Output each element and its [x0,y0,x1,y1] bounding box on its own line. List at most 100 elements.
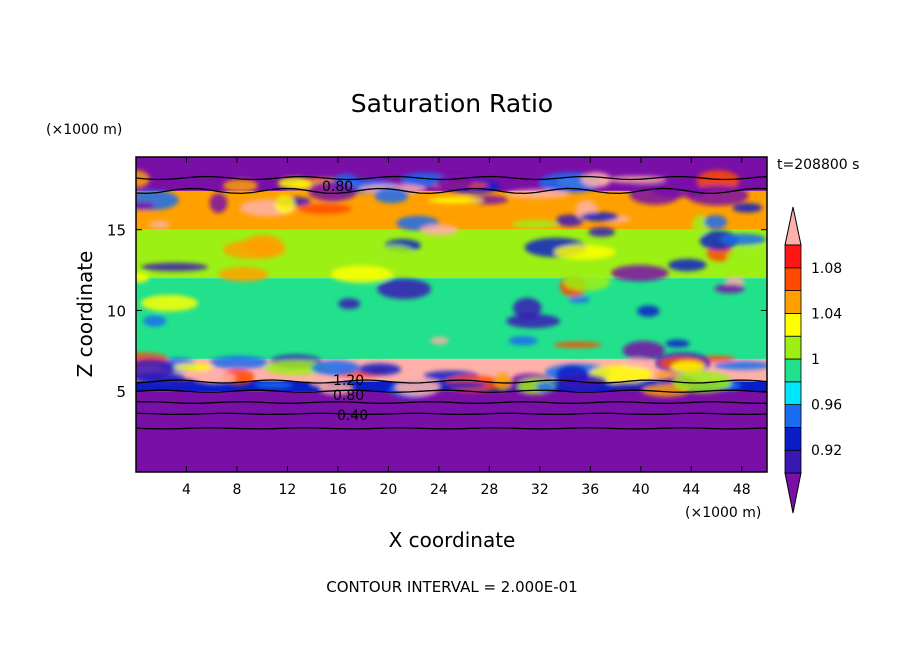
field-patch [436,173,473,191]
saturation-field [136,157,767,472]
field-patch [374,187,409,204]
field-patch [435,381,487,389]
colorbar-box-6 [784,312,802,337]
colorbar-tick-label: 1 [811,352,820,368]
field-patch [297,203,352,215]
field-patch [629,183,681,205]
colorbar-box-2 [784,404,802,428]
contour-line-4 [136,401,767,404]
field-patch [670,360,705,374]
x-tick-label: 40 [632,482,650,498]
colorbar-tick-label: 0.96 [811,398,842,414]
contour-lines [136,175,767,430]
contour-line-5 [136,412,767,416]
y-unit-label: (×1000 m) [46,122,122,138]
field-band-4 [136,278,767,359]
x-axis-title: X coordinate [389,528,516,552]
field-patch [277,177,312,190]
colorbar-box-7 [784,290,802,314]
field-patch [668,258,707,272]
field-patch [714,361,767,370]
field-patch [665,339,690,348]
field-patch [692,214,709,236]
field-patch [209,355,269,370]
field-patch [508,335,538,346]
colorbar-box-0 [784,449,802,474]
contour-label-upper-080: 0.80 [322,179,353,195]
field-patch [358,363,402,376]
field-patch [636,305,660,317]
field-patch [173,363,214,371]
colorbar-box-9 [784,244,802,269]
field-patch [136,272,150,283]
y-axis-ticks: 5 10 15 [107,222,767,401]
field-patch [140,294,198,312]
field-patch [611,265,669,282]
field-patch [726,246,767,268]
field-patch [554,244,616,260]
field-patch [494,373,512,391]
field-patch [513,297,542,319]
field-patch [622,340,665,361]
field-patch [136,358,176,379]
field-patch [274,194,295,214]
field-patch [624,358,653,368]
chart-title: Saturation Ratio [351,89,553,118]
colorbar: 0.92 0.96 1 1.04 1.08 [784,206,842,514]
field-patch [563,272,611,292]
field-patch [311,360,361,376]
colorbar-tick-label: 1.04 [811,306,842,322]
y-axis-title: Z coordinate [73,251,97,378]
field-patch [428,197,484,204]
colorbar-box-8 [784,267,802,291]
contour-label-120: 1.20 [333,373,364,389]
field-patch [143,315,167,327]
x-unit-label: (×1000 m) [685,505,761,521]
x-tick-label: 28 [480,482,498,498]
field-patch [511,219,559,229]
field-patch [222,179,258,193]
contour-labels: 0.80 1.20 0.80 0.40 [322,179,368,424]
x-tick-label: 36 [581,482,599,498]
field-patch [420,224,459,236]
y-tick-label: 15 [107,222,126,240]
x-tick-label: 48 [733,482,751,498]
field-patch [264,360,330,376]
contour-line-0 [136,175,767,181]
field-patch [720,233,767,246]
field-patch [553,341,602,348]
field-patch [338,298,361,310]
field-patch [696,170,740,191]
field-patch [141,262,208,272]
x-tick-label: 12 [279,482,297,498]
contour-line-3 [136,389,767,393]
field-patch [136,202,155,211]
x-tick-label: 4 [182,482,191,498]
y-tick-label: 10 [107,302,126,320]
field-patch [732,202,763,213]
contour-line-2 [136,379,767,384]
x-axis-ticks: 4 8 12 16 20 24 28 32 36 40 44 48 [182,157,751,498]
field-patch [568,296,590,304]
contour-label-040: 0.40 [337,408,368,424]
field-patch [580,212,619,222]
field-patch [506,314,561,329]
field-patch [430,336,449,345]
field-patch [370,245,416,263]
contour-line-1 [136,187,767,195]
x-tick-label: 20 [379,482,397,498]
x-tick-label: 24 [430,482,448,498]
colorbar-tick-label: 0.92 [811,443,842,459]
y-tick-label: 5 [116,383,126,401]
contour-line-6 [136,427,767,430]
field-patch [714,284,745,294]
field-patch [395,377,441,397]
contour-interval-footer: CONTOUR INTERVAL = 2.000E-01 [326,578,577,596]
field-band-7 [136,391,767,472]
field-patch [330,265,393,283]
colorbar-box-3 [784,381,802,405]
colorbar-box-5 [784,335,802,360]
field-patch [672,371,733,393]
plot-frame [135,156,768,473]
